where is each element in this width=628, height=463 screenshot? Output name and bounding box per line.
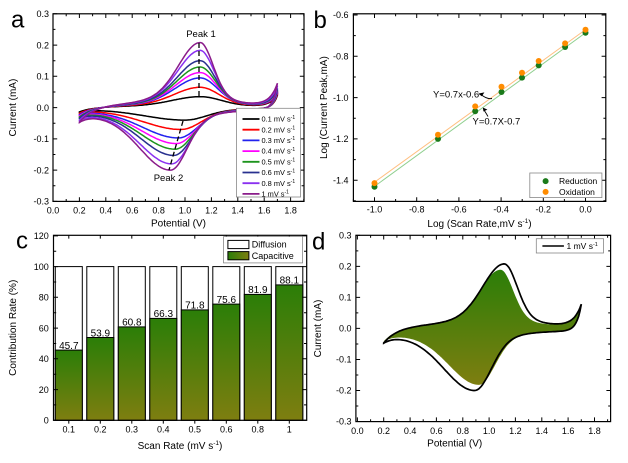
svg-text:1.4: 1.4 — [536, 426, 549, 436]
svg-text:1.0: 1.0 — [483, 426, 496, 436]
svg-text:80: 80 — [39, 293, 49, 303]
svg-text:-1.0: -1.0 — [333, 93, 349, 103]
svg-text:-0.6: -0.6 — [451, 205, 467, 215]
svg-text:-0.2: -0.2 — [536, 205, 552, 215]
svg-text:0.8 mV s-1: 0.8 mV s-1 — [262, 179, 296, 188]
svg-text:0.2: 0.2 — [73, 206, 86, 216]
svg-text:Current (mA): Current (mA) — [313, 300, 324, 358]
svg-text:-0.3: -0.3 — [336, 417, 352, 427]
svg-text:-0.1: -0.1 — [33, 134, 49, 144]
svg-text:20: 20 — [39, 385, 49, 395]
svg-text:1 mV s-1: 1 mV s-1 — [262, 190, 290, 199]
svg-text:Current (mA): Current (mA) — [8, 79, 19, 137]
svg-text:Potential (V): Potential (V) — [151, 219, 206, 230]
svg-text:1.0: 1.0 — [179, 206, 192, 216]
svg-text:0.1: 0.1 — [339, 293, 352, 303]
svg-text:0.2: 0.2 — [377, 426, 390, 436]
svg-text:0.6: 0.6 — [220, 424, 233, 434]
svg-text:0.8: 0.8 — [457, 426, 470, 436]
svg-text:b: b — [314, 7, 327, 34]
svg-text:-0.8: -0.8 — [409, 205, 425, 215]
svg-text:0.0: 0.0 — [36, 103, 49, 113]
svg-text:Log (Current Peak,mA): Log (Current Peak,mA) — [319, 56, 330, 159]
svg-text:Contribution Rate (%): Contribution Rate (%) — [8, 280, 19, 376]
svg-text:0.2 mV s-1: 0.2 mV s-1 — [262, 125, 296, 134]
svg-text:0.1: 0.1 — [63, 424, 76, 434]
svg-text:60.8: 60.8 — [122, 318, 142, 329]
svg-text:1.8: 1.8 — [284, 206, 297, 216]
svg-text:0.2: 0.2 — [94, 424, 107, 434]
svg-text:1.2: 1.2 — [509, 426, 522, 436]
svg-text:d: d — [312, 228, 325, 255]
svg-text:0.6 mV s-1: 0.6 mV s-1 — [262, 168, 296, 177]
svg-text:-0.2: -0.2 — [336, 386, 352, 396]
svg-text:Log (Scan Rate,mV s-1): Log (Scan Rate,mV s-1) — [427, 218, 531, 230]
svg-text:0.4: 0.4 — [100, 206, 113, 216]
svg-text:0.5: 0.5 — [189, 424, 202, 434]
svg-text:120: 120 — [34, 231, 49, 241]
svg-text:0.3: 0.3 — [126, 424, 139, 434]
svg-text:-1.4: -1.4 — [333, 175, 349, 185]
svg-text:0.0: 0.0 — [47, 206, 60, 216]
svg-text:0.3 mV s-1: 0.3 mV s-1 — [262, 136, 296, 145]
svg-text:0.1: 0.1 — [36, 72, 49, 82]
svg-text:100: 100 — [34, 262, 49, 272]
svg-text:71.8: 71.8 — [185, 301, 205, 312]
svg-text:0.3: 0.3 — [339, 231, 352, 241]
svg-text:a: a — [11, 7, 25, 34]
svg-text:1 mV s-1: 1 mV s-1 — [567, 241, 598, 251]
svg-text:1.2: 1.2 — [205, 206, 218, 216]
svg-text:-1.0: -1.0 — [367, 205, 383, 215]
svg-text:-0.8: -0.8 — [333, 52, 349, 62]
svg-text:0.3: 0.3 — [36, 9, 49, 19]
svg-text:88.1: 88.1 — [280, 276, 300, 287]
svg-text:1.6: 1.6 — [258, 206, 271, 216]
svg-text:Peak 1: Peak 1 — [186, 29, 216, 40]
svg-text:-0.3: -0.3 — [33, 197, 49, 207]
svg-text:Peak 2: Peak 2 — [154, 173, 184, 184]
svg-text:0.0: 0.0 — [339, 324, 352, 334]
svg-text:1.8: 1.8 — [588, 426, 601, 436]
svg-text:-0.2: -0.2 — [33, 165, 49, 175]
svg-text:0.8: 0.8 — [252, 424, 265, 434]
svg-text:Y=0.7X-0.7: Y=0.7X-0.7 — [473, 117, 521, 128]
svg-text:0.1 mV s-1: 0.1 mV s-1 — [262, 115, 296, 124]
svg-text:0.2: 0.2 — [339, 262, 352, 272]
svg-text:0.4 mV s-1: 0.4 mV s-1 — [262, 147, 296, 156]
svg-text:0.2: 0.2 — [36, 40, 49, 50]
svg-text:53.9: 53.9 — [91, 328, 111, 339]
svg-text:40: 40 — [39, 354, 49, 364]
svg-text:Reduction: Reduction — [559, 176, 598, 186]
svg-text:-0.4: -0.4 — [493, 205, 509, 215]
svg-text:0.8: 0.8 — [152, 206, 165, 216]
svg-text:0.6: 0.6 — [430, 426, 443, 436]
svg-text:Oxidation: Oxidation — [559, 187, 595, 197]
svg-text:Potential (V): Potential (V) — [427, 438, 482, 449]
svg-text:0.5 mV s-1: 0.5 mV s-1 — [262, 157, 296, 166]
svg-text:75.6: 75.6 — [217, 295, 237, 306]
svg-text:45.7: 45.7 — [59, 341, 79, 352]
svg-text:0.0: 0.0 — [351, 426, 364, 436]
svg-text:Y=0.7x-0.6: Y=0.7x-0.6 — [433, 90, 479, 101]
svg-text:Capacitive: Capacitive — [252, 251, 294, 261]
svg-text:0.4: 0.4 — [157, 424, 170, 434]
svg-text:-0.1: -0.1 — [336, 355, 352, 365]
svg-text:1.6: 1.6 — [562, 426, 575, 436]
svg-text:60: 60 — [39, 323, 49, 333]
svg-text:0.0: 0.0 — [579, 205, 592, 215]
svg-text:Scan Rate (mV s-1): Scan Rate (mV s-1) — [138, 440, 223, 452]
svg-text:66.3: 66.3 — [154, 309, 174, 320]
svg-text:-1.2: -1.2 — [333, 134, 349, 144]
svg-text:0: 0 — [44, 416, 49, 426]
svg-text:c: c — [16, 227, 28, 254]
svg-text:0.6: 0.6 — [126, 206, 139, 216]
svg-text:1: 1 — [287, 424, 292, 434]
svg-text:-0.6: -0.6 — [333, 10, 349, 20]
svg-text:81.9: 81.9 — [248, 285, 268, 296]
svg-text:1.4: 1.4 — [232, 206, 245, 216]
svg-text:0.4: 0.4 — [404, 426, 417, 436]
svg-text:Diffusion: Diffusion — [252, 240, 287, 250]
